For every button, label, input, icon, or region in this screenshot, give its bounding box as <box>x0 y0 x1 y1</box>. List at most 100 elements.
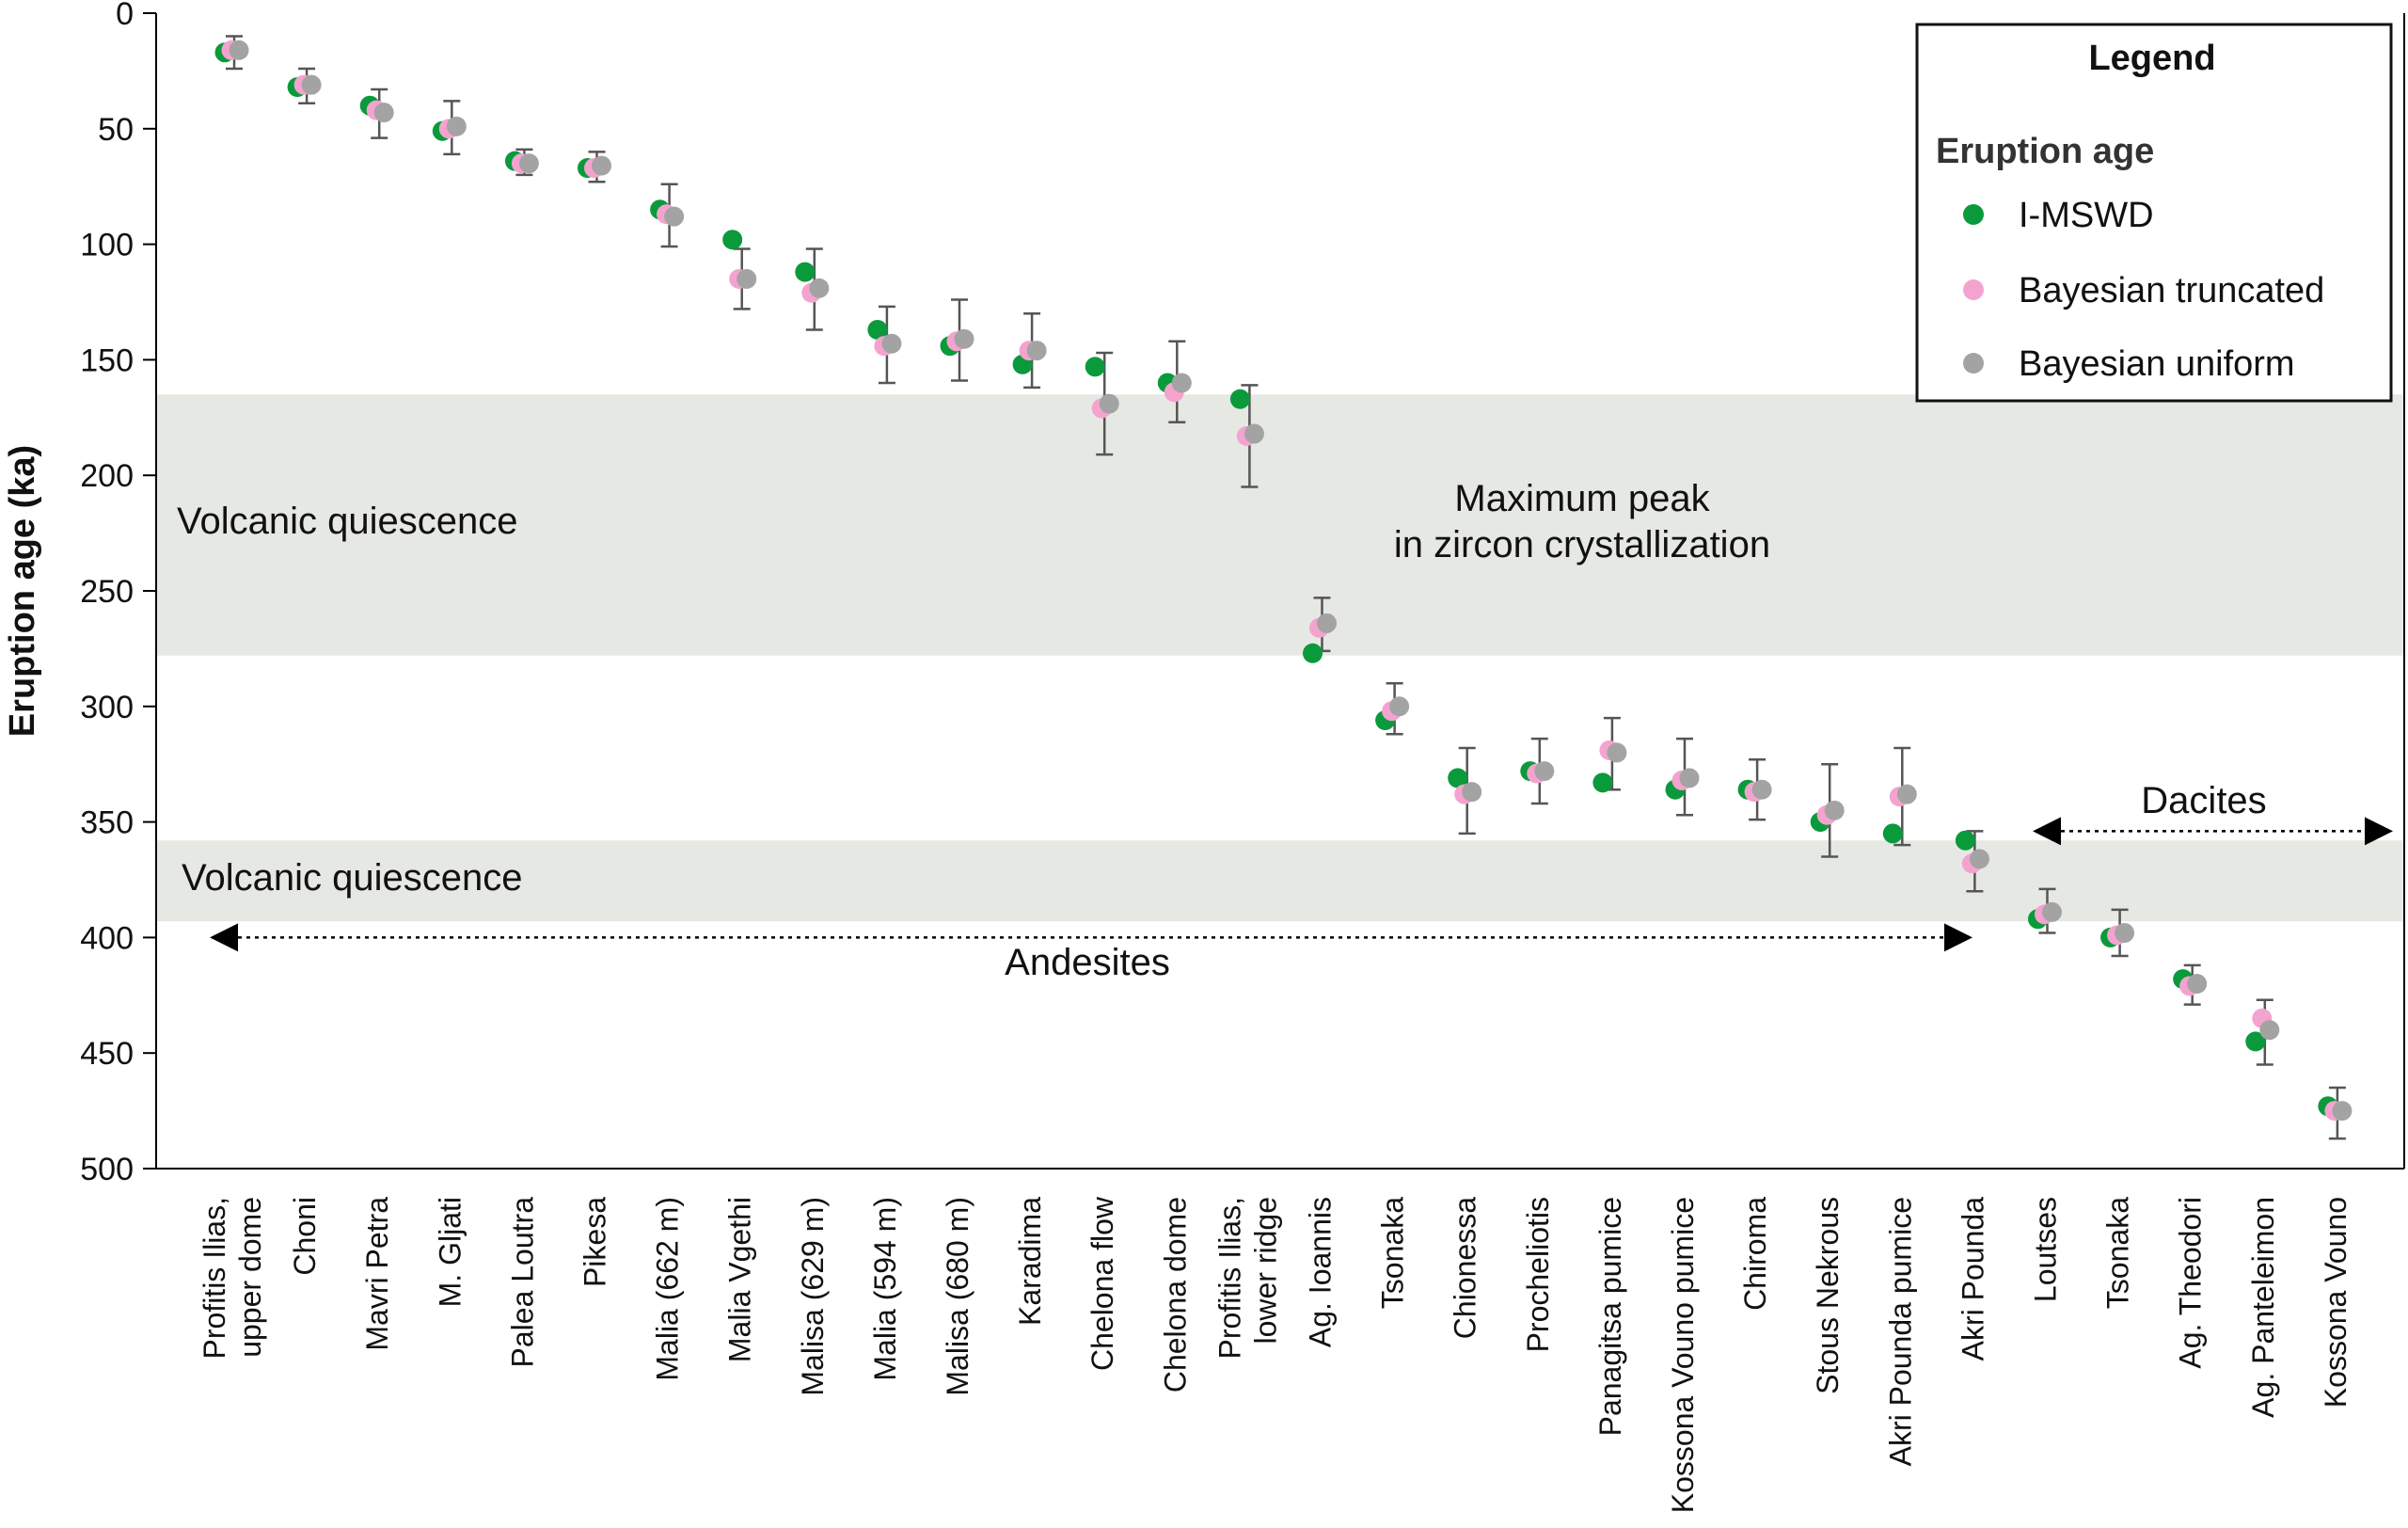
x-category-label: lower ridge <box>1248 1197 1282 1345</box>
point-bayesian-uniform <box>592 155 611 176</box>
point-bayesian-uniform <box>518 153 539 174</box>
point-bayesian-uniform <box>1824 800 1845 820</box>
point-imswd <box>722 230 743 250</box>
annotation-andesites: Andesites <box>1005 942 1170 983</box>
point-bayesian-uniform <box>2332 1101 2353 1122</box>
x-category-label: Stous Nekrous <box>1811 1197 1845 1394</box>
y-tick-label: 500 <box>80 1152 134 1187</box>
x-category-label: Malia (594 m) <box>868 1197 902 1381</box>
x-category-label: Tsonaka <box>1376 1197 1410 1309</box>
x-category-label: M. Gljati <box>433 1197 467 1307</box>
x-category-label: Profitis Ilias, <box>1212 1197 1246 1359</box>
point-imswd <box>867 319 888 340</box>
y-tick-label: 50 <box>98 112 134 148</box>
x-category-label: Malia Vgethi <box>723 1197 757 1362</box>
point-bayesian-uniform <box>809 278 830 298</box>
point-bayesian-uniform <box>2259 1020 2280 1041</box>
x-category-label: Malia (662 m) <box>651 1197 685 1381</box>
annotation-maximum-peak-line2: in zircon crystallization <box>1394 524 1770 565</box>
point-bayesian-uniform <box>1751 779 1772 800</box>
legend-title: Legend <box>2088 39 2215 78</box>
y-tick-label: 300 <box>80 690 134 725</box>
x-category-label: Palea Loutra <box>505 1197 539 1368</box>
legend-marker-uniform <box>1963 353 1984 374</box>
y-tick-label: 200 <box>80 458 134 494</box>
y-tick-label: 100 <box>80 228 134 263</box>
quiescence-band-1 <box>157 840 2403 922</box>
y-tick-label: 450 <box>80 1036 134 1072</box>
point-bayesian-uniform <box>1389 696 1410 717</box>
point-bayesian-uniform <box>664 206 685 227</box>
x-category-label: Procheliotis <box>1521 1197 1555 1352</box>
x-category-label: Tsonaka <box>2101 1197 2135 1309</box>
y-tick-label: 250 <box>80 574 134 610</box>
y-tick-label: 0 <box>116 0 134 32</box>
x-category-label: Choni <box>288 1197 322 1276</box>
x-category-label: Kossona Vouno pumice <box>1666 1197 1700 1513</box>
legend-label-uniform: Bayesian uniform <box>2019 344 2295 384</box>
x-category-label: Akri Pounda pumice <box>1883 1197 1917 1466</box>
point-imswd <box>1882 823 1903 844</box>
point-imswd <box>1448 768 1468 788</box>
point-bayesian-uniform <box>373 103 394 123</box>
point-imswd <box>1592 772 1613 793</box>
x-category-label: Ag. Ioannis <box>1304 1197 1338 1347</box>
x-category-label: Panagitsa pumice <box>1593 1197 1627 1436</box>
y-tick-label: 400 <box>80 920 134 956</box>
point-bayesian-uniform <box>2042 901 2062 922</box>
point-bayesian-uniform <box>1679 768 1700 788</box>
x-category-label: Malisa (629 m) <box>796 1197 830 1396</box>
legend: Legend Eruption age I-MSWD Bayesian trun… <box>1915 23 2393 403</box>
x-category-label: Chelona flow <box>1085 1196 1119 1371</box>
x-category-label: Ag. Panteleimon <box>2246 1197 2280 1418</box>
x-category-label: Ag. Theodori <box>2174 1197 2208 1369</box>
point-bayesian-uniform <box>881 333 902 354</box>
x-category-label: Profitis Ilias, <box>198 1197 231 1359</box>
point-bayesian-uniform <box>1317 613 1337 633</box>
point-bayesian-uniform <box>1896 784 1917 804</box>
band-label-volcanic-quiescence-upper: Volcanic quiescence <box>177 501 517 542</box>
quiescence-bands <box>157 394 2403 922</box>
legend-marker-truncated <box>1963 279 1984 300</box>
point-bayesian-uniform <box>737 268 757 289</box>
point-imswd <box>1085 357 1105 377</box>
point-bayesian-uniform <box>1099 393 1119 414</box>
point-imswd <box>2245 1031 2266 1052</box>
quiescence-band-0 <box>157 394 2403 656</box>
x-category-label: Karadima <box>1013 1197 1047 1326</box>
point-bayesian-uniform <box>1969 849 1989 869</box>
y-axis-title: Eruption age (ka) <box>3 445 42 737</box>
x-category-label: Pikesa <box>578 1197 612 1287</box>
y-tick-label: 150 <box>80 342 134 378</box>
x-category-label: Loutses <box>2029 1197 2063 1302</box>
y-tick-label: 350 <box>80 805 134 841</box>
point-bayesian-uniform <box>1244 423 1264 444</box>
point-bayesian-uniform <box>229 40 249 60</box>
point-bayesian-uniform <box>954 328 974 349</box>
point-bayesian-uniform <box>2115 922 2135 943</box>
point-bayesian-uniform <box>301 74 322 95</box>
annotation-maximum-peak-line1: Maximum peak <box>1454 478 1710 519</box>
x-category-label: upper dome <box>233 1197 267 1358</box>
legend-label-truncated: Bayesian truncated <box>2019 271 2324 310</box>
legend-subtitle: Eruption age <box>1936 132 2154 171</box>
x-category-label: Akri Pounda <box>1956 1197 1989 1361</box>
x-category-label: Kossona Vouno <box>2319 1197 2353 1408</box>
point-bayesian-uniform <box>446 116 467 136</box>
point-bayesian-uniform <box>1462 782 1482 803</box>
x-category-label: Chiroma <box>1738 1197 1772 1311</box>
legend-marker-imswd <box>1963 204 1984 225</box>
point-bayesian-uniform <box>1171 373 1192 393</box>
band-label-volcanic-quiescence-lower: Volcanic quiescence <box>182 857 522 899</box>
x-axis-category-labels: Profitis Ilias, upper dome Choni Mavri Petr… <box>198 1196 2353 1513</box>
legend-box <box>1915 23 2393 403</box>
point-imswd <box>1303 643 1323 663</box>
point-bayesian-uniform <box>1534 761 1555 782</box>
x-category-label: Malisa (680 m) <box>941 1197 974 1396</box>
y-axis-ticks: 0 50 100 150 200 250 300 350 400 450 500 <box>80 0 156 1187</box>
point-bayesian-uniform <box>2187 974 2208 995</box>
point-bayesian-uniform <box>1026 341 1047 361</box>
point-imswd <box>1229 389 1250 409</box>
annotation-dacites: Dacites <box>2141 780 2266 821</box>
